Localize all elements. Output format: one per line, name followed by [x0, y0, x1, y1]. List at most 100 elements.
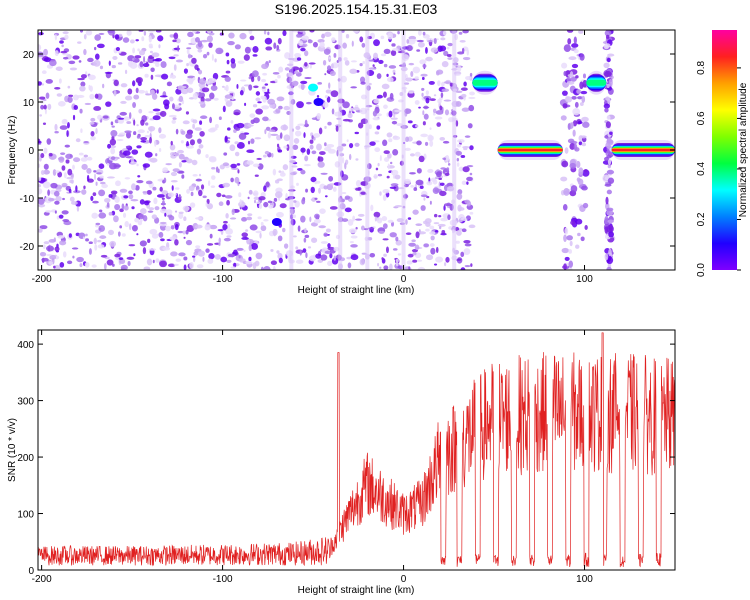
spectrogram-cell: [429, 127, 432, 130]
spectrogram-cell: [273, 42, 277, 50]
spectrogram-cell: [54, 86, 61, 90]
spectrogram-cell: [230, 266, 236, 269]
spectrogram-cell: [52, 169, 57, 176]
spectrogram-cell: [584, 169, 588, 173]
spectrogram-cell: [295, 125, 301, 130]
spectrogram-cell: [350, 254, 359, 261]
spectrogram-cell: [577, 121, 583, 125]
spectrogram-cell: [380, 35, 385, 40]
spectrogram-cell: [320, 254, 328, 261]
spectrogram-cell: [100, 254, 108, 258]
spectrogram-cell: [253, 196, 260, 201]
spectrogram-cell: [150, 74, 154, 80]
spectrogram-cell: [318, 187, 321, 194]
spectrogram-cell: [144, 73, 149, 78]
spectrogram-cell: [226, 59, 230, 65]
spectrogram-cell: [151, 214, 158, 220]
spectrogram-cell: [117, 231, 121, 237]
spectrogram-cell: [245, 260, 253, 265]
spectrogram-cell: [250, 138, 255, 144]
spectrogram-cell: [608, 248, 612, 257]
spectrogram-cell: [78, 60, 82, 63]
spectrogram-cell: [38, 153, 41, 157]
spectrogram-cell: [117, 134, 125, 137]
spectrogram-cell: [165, 225, 171, 232]
spectrogram-cell: [67, 85, 71, 89]
spectrogram-cell: [198, 69, 203, 75]
spectrogram-cell: [439, 105, 443, 111]
spectrogram-cell: [71, 247, 79, 250]
spectrogram-cell: [129, 39, 135, 44]
spectrogram-cell: [133, 94, 140, 100]
chart-title: S196.2025.154.15.31.E03: [275, 1, 438, 17]
spectrogram-cell: [335, 125, 339, 132]
spectrogram-cell: [192, 30, 197, 34]
spectrogram-cell: [128, 194, 134, 200]
spectrogram-cell: [212, 72, 219, 80]
spectrogram-cell: [341, 156, 345, 164]
spectrogram-cell: [73, 104, 78, 111]
spectrogram-cell: [225, 70, 231, 74]
spectrogram-cell: [128, 223, 132, 231]
snr-x-label: Height of straight line (km): [298, 585, 415, 596]
spectrogram-cell: [292, 144, 299, 150]
spectrogram-cell: [244, 102, 247, 107]
spectrogram-cell: [259, 232, 262, 239]
spectrogram-cell: [198, 189, 203, 197]
spectrogram-cell: [252, 104, 258, 108]
spectrogram-cell: [61, 44, 64, 48]
spectrogram-cell: [133, 131, 137, 136]
spectrogram-cell: [252, 46, 259, 53]
spectrogram-cell: [564, 227, 569, 235]
spectrogram-cell: [390, 117, 398, 120]
spectrogram-cell: [53, 190, 60, 197]
spectrogram-cell: [248, 244, 252, 252]
spectrogram-cell: [54, 200, 60, 205]
spectrogram-cell: [386, 175, 390, 179]
spectrogram-cell: [409, 38, 417, 42]
spectrogram-cell: [154, 140, 157, 147]
spectrogram-cell: [94, 34, 101, 41]
spectrogram-cell: [248, 84, 253, 91]
spectrogram-cell: [379, 155, 382, 162]
spectrogram-cell: [102, 115, 109, 119]
spectrogram-cell: [47, 245, 51, 252]
spectrogram-cell: [581, 185, 588, 191]
spectrogram-cell: [296, 182, 299, 186]
spectrogram-cell: [38, 81, 43, 86]
spectrogram-cell: [416, 49, 421, 52]
spectrogram-cell: [97, 239, 102, 243]
y-tick-label: 0: [28, 146, 34, 157]
spectrogram-cell: [323, 48, 331, 55]
spectrogram-cell: [198, 101, 206, 105]
spectrogram-cell: [174, 152, 180, 157]
spectrogram-cell: [129, 62, 138, 69]
spectrogram-cell: [410, 70, 414, 78]
spectrogram-cell: [69, 67, 78, 71]
spectrogram-cell: [270, 249, 274, 252]
spectrogram-cell: [344, 195, 351, 200]
spectrogram-cell: [390, 78, 394, 83]
spectrogram-cell: [391, 120, 398, 125]
signal-band: [497, 148, 563, 152]
spectrogram-cell: [93, 46, 97, 51]
spectrogram-cell: [347, 262, 352, 269]
spectrogram-cell: [92, 192, 97, 197]
spectrogram-cell: [414, 76, 419, 80]
spectrogram-cell: [460, 251, 465, 258]
spectrogram-cell: [607, 158, 612, 165]
spectrogram-cell: [72, 55, 80, 60]
spectrogram-cell: [117, 51, 122, 54]
spectrogram-cell: [62, 251, 67, 258]
spectrogram-cell: [206, 51, 210, 56]
spectrogram-cell: [333, 52, 337, 58]
spectrogram-cell: [603, 62, 610, 69]
spectrogram-cell: [376, 94, 383, 99]
spectrogram-cell: [205, 202, 208, 207]
spectrogram-cell: [219, 32, 224, 36]
spectrogram-cell: [268, 60, 271, 63]
spectrogram-cell: [186, 189, 190, 194]
spectrogram-cell: [422, 31, 426, 36]
spectrogram-cell: [344, 60, 350, 66]
spectrogram-cell: [145, 61, 149, 67]
